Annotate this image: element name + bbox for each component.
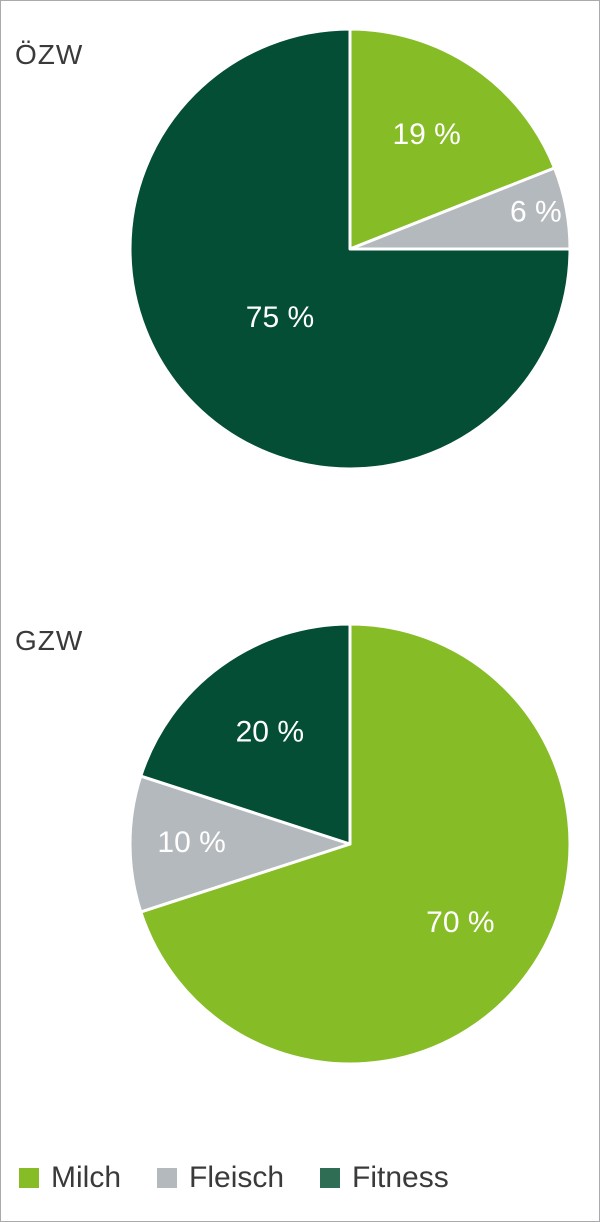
slice-label-milch: 70 % [426,906,494,939]
pie-slice-milch [348,27,557,251]
slice-label-fleisch: 10 % [157,826,225,859]
chart-title-gzw: GZW [15,625,84,656]
slice-label-fleisch: 6 % [510,195,562,228]
pie-chart-gzw: 70 % 10 % 20 % [128,622,572,1066]
legend-label-fleisch: Fleisch [189,1161,285,1194]
legend-item-milch: Milch [19,1161,121,1195]
legend-swatch-milch [19,1168,39,1188]
legend-swatch-fleisch [157,1168,178,1188]
pie-slice-fleisch [128,774,352,914]
slice-label-fitness: 75 % [246,301,314,334]
slice-label-fitness: 20 % [236,716,304,749]
legend-item-fleisch: Fleisch [157,1161,284,1195]
legend-item-fitness: Fitness [320,1161,449,1195]
legend-label-fitness: Fitness [352,1161,449,1194]
pie-slice-fitness [139,622,352,846]
legend: Milch Fleisch Fitness [19,1161,485,1195]
legend-swatch-fitness [320,1168,341,1188]
legend-label-milch: Milch [51,1161,122,1194]
pie-slice-fitness [128,27,572,471]
chart-title-ozw: ÖZW [15,39,84,70]
pie-chart-ozw: 19 % 6 % 75 % [128,27,572,471]
pie-slice-milch [139,622,572,1066]
slice-label-milch: 19 % [392,118,460,151]
